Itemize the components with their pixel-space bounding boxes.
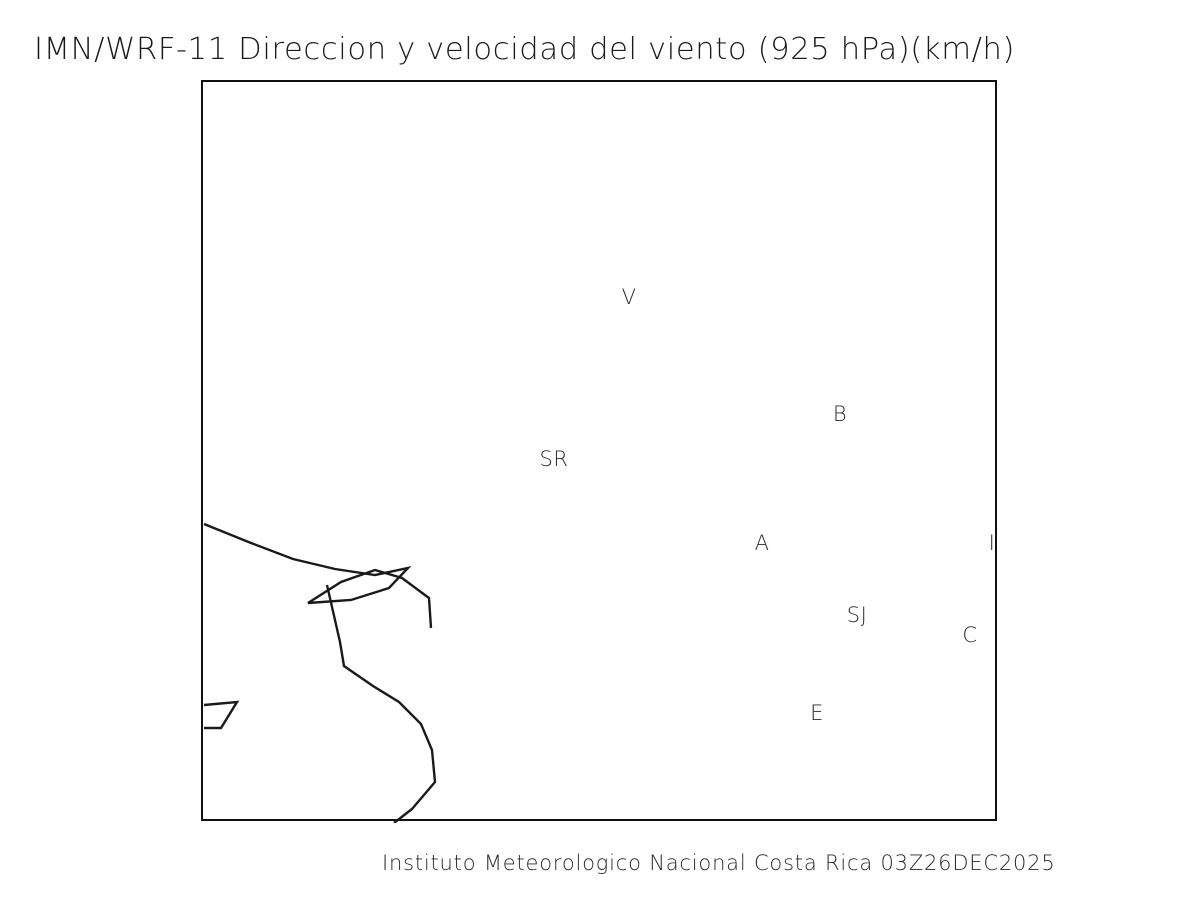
- page-title: IMN/WRF-11 Direccion y velocidad del vie…: [34, 32, 1016, 67]
- station-label-c: C: [962, 623, 978, 647]
- coastline-nicoya-tip: [203, 700, 240, 730]
- station-label-a: A: [754, 531, 770, 555]
- coastline-pacific-central: [325, 584, 437, 823]
- map-frame: V B SR A I SJ C E: [201, 80, 997, 823]
- station-label-sj: SJ: [846, 603, 868, 627]
- station-label-v: V: [621, 285, 637, 309]
- station-label-i: I: [988, 531, 996, 555]
- station-label-e: E: [810, 701, 824, 725]
- station-label-sr: SR: [539, 447, 569, 471]
- station-label-b: B: [832, 402, 848, 426]
- map-canvas: [203, 522, 437, 823]
- coastline-group: [203, 522, 437, 823]
- footer-attribution: Instituto Meteorologico Nacional Costa R…: [382, 851, 1056, 875]
- coastline-pacific-north: [203, 522, 433, 629]
